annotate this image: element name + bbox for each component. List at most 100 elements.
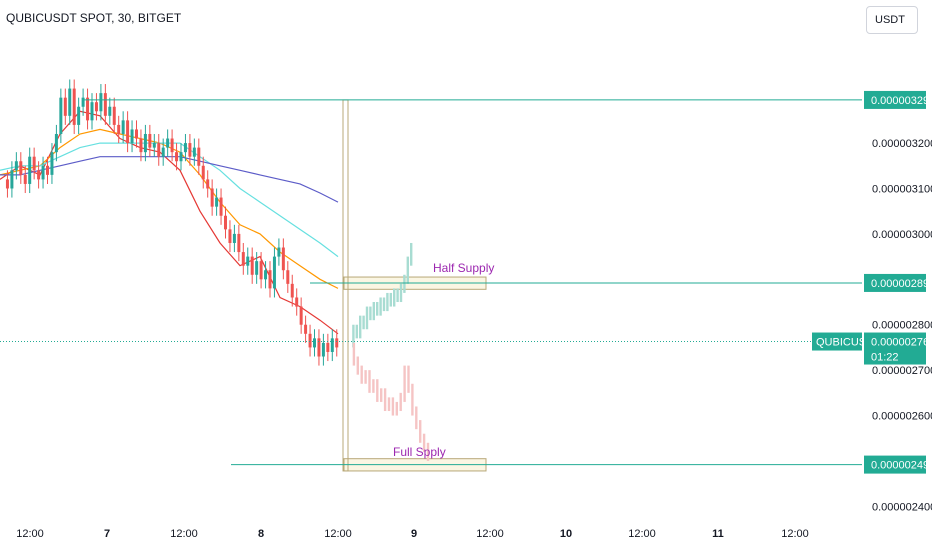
projected-candle [403, 365, 406, 402]
candle-body [232, 233, 236, 243]
projected-candle [407, 365, 410, 393]
candle-body [224, 215, 227, 230]
currency-label: USDT [875, 14, 905, 26]
projected-candle [365, 306, 369, 330]
price-axis[interactable]: 0.000003200 0.000003100 0.000003000 0.00000… [872, 138, 932, 513]
candle-body [50, 152, 54, 175]
candle-body [237, 233, 241, 253]
candle-body [299, 306, 303, 325]
annotation-label: Half Supply [433, 261, 494, 275]
supply-zones [342, 99, 487, 472]
candle-body [63, 97, 67, 116]
candle-body [246, 256, 250, 266]
projected-candle [360, 365, 363, 384]
candle-body [99, 93, 103, 112]
candle-body [175, 152, 179, 162]
projected-candle [383, 388, 387, 412]
candle-body [183, 143, 187, 153]
candle-body [10, 170, 14, 189]
projected-candle [393, 288, 396, 307]
candle-body [321, 342, 325, 357]
projected-candle [382, 297, 386, 312]
projected-candle [355, 324, 358, 339]
time-tick: 12:00 [16, 528, 44, 540]
candle-body [250, 256, 254, 275]
projected-candle [419, 420, 422, 443]
candle-body [77, 106, 81, 125]
level-price-label: 0.000002892 [871, 278, 932, 290]
candle-body [206, 179, 210, 189]
projected-candle [391, 397, 395, 416]
candle-body [148, 133, 152, 148]
candle-body [259, 261, 263, 280]
candle-body [5, 179, 9, 189]
projected-candle [411, 383, 414, 416]
projected-candle [380, 388, 383, 402]
candle-body [152, 143, 156, 148]
horizontal-levels[interactable] [0, 99, 862, 466]
projected-candle [352, 324, 355, 348]
projected-candle [399, 283, 403, 303]
projected-candle [376, 379, 379, 402]
candle-body [241, 252, 245, 266]
projected-candle [406, 256, 409, 284]
candle-body [81, 97, 85, 107]
candle-body [108, 106, 112, 116]
projected-candle [386, 292, 389, 312]
candle-body [201, 165, 205, 180]
projected-candle [395, 401, 398, 416]
time-axis[interactable]: 12:00 7 12:00 8 12:00 9 12:00 10 12:00 11 12:00 [16, 528, 809, 540]
candle-body [215, 197, 219, 207]
projected-candle [368, 370, 371, 393]
price-tick: 0.000003100 [872, 183, 932, 195]
projected-candle [379, 297, 382, 316]
ema-line [0, 156, 339, 203]
candle-body [161, 147, 165, 157]
price-tick: 0.000003000 [872, 229, 932, 241]
candle-body [335, 338, 339, 348]
projected-candle [387, 397, 391, 412]
candle-body [166, 138, 170, 148]
candle-body [37, 170, 41, 180]
time-tick: 12:00 [324, 528, 352, 540]
candle-body [197, 147, 201, 166]
projected-candle [362, 315, 365, 330]
candle-body [68, 88, 72, 116]
price-tags: 0.0000032950.0000028920.000002492QUBICUS… [812, 90, 932, 474]
candle-body [41, 165, 45, 180]
price-tick: 0.000002400 [872, 501, 932, 513]
annotations: Half Supply Full Spply [393, 261, 494, 459]
candle-body [135, 129, 138, 139]
candle-body [286, 270, 290, 284]
candle-body [210, 188, 214, 207]
candle-body [28, 156, 32, 184]
projected-candle [372, 379, 375, 393]
candle-body [317, 338, 321, 357]
candles [5, 79, 339, 366]
projected-candle [352, 342, 356, 366]
annotation-label: Full Spply [393, 445, 446, 459]
projected-path [352, 242, 430, 461]
projected-candle [364, 370, 367, 384]
candle-body [192, 147, 196, 157]
time-tick: 12:00 [476, 528, 504, 540]
level-price-label: 0.000002492 [871, 460, 932, 472]
candle-body [295, 297, 299, 307]
projected-candle [399, 392, 402, 412]
time-tick: 11 [712, 528, 724, 540]
projected-candle [426, 442, 430, 461]
candle-body [126, 120, 130, 144]
projected-candle [369, 306, 372, 321]
candle-body [94, 102, 98, 112]
level-price-tag [864, 455, 926, 474]
projected-candle [396, 288, 399, 303]
candle-body [277, 247, 281, 257]
candle-body [304, 324, 308, 334]
candle-body [228, 229, 232, 243]
price-tick: 0.000002700 [872, 365, 932, 377]
time-tick: 9 [411, 528, 417, 540]
projected-candle [422, 433, 426, 452]
price-tick: 0.000003200 [872, 138, 932, 150]
currency-selector-button[interactable]: USDT [866, 6, 918, 34]
